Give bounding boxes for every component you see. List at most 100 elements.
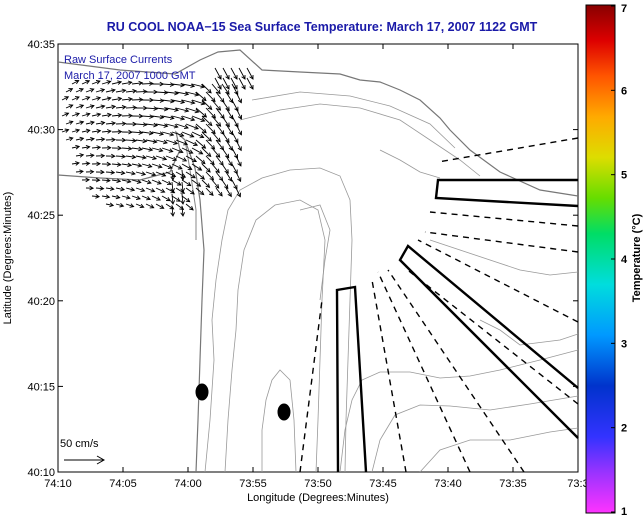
vector-arrow-icon xyxy=(180,181,186,193)
vector-arrow-icon xyxy=(75,120,85,125)
vector-arrow-icon xyxy=(230,77,238,90)
vector-arrow-icon xyxy=(161,163,173,169)
vector-arrow-icon xyxy=(65,104,74,109)
vector-arrow-icon xyxy=(191,83,206,89)
vector-arrow-icon xyxy=(155,139,168,145)
vector-arrow-icon xyxy=(121,146,133,151)
vector-arrow-icon xyxy=(195,171,206,180)
vector-arrow-icon xyxy=(105,121,117,126)
vector-arrow-icon xyxy=(238,67,246,80)
vector-arrow-icon xyxy=(205,171,215,181)
vector-arrow-icon xyxy=(181,179,192,187)
y-tick-label: 40:10 xyxy=(27,467,55,479)
vector-arrow-icon xyxy=(75,136,85,142)
vector-arrow-icon xyxy=(211,115,222,127)
y-tick-label: 40:15 xyxy=(27,381,55,393)
vector-arrow-icon xyxy=(71,144,81,150)
vector-arrow-icon xyxy=(195,155,206,165)
vector-arrow-icon xyxy=(115,186,126,192)
vector-arrow-icon xyxy=(165,107,180,112)
vector-arrow-icon xyxy=(185,139,199,146)
vector-arrow-icon xyxy=(135,138,148,144)
transect-boxes xyxy=(335,178,579,473)
vector-arrow-icon xyxy=(211,179,220,189)
vector-arrow-icon xyxy=(222,77,230,90)
scale-label: 50 cm/s xyxy=(60,438,99,450)
vector-arrow-icon xyxy=(161,82,175,87)
x-tick-label: 74:05 xyxy=(109,478,137,490)
vector-arrow-icon xyxy=(181,83,196,88)
vector-arrow-icon xyxy=(181,115,196,122)
x-tick-label: 74:00 xyxy=(174,478,202,490)
vector-arrow-icon xyxy=(171,179,182,186)
vector-arrow-icon xyxy=(201,131,212,142)
vector-arrow-icon xyxy=(155,90,169,95)
vector-arrow-icon xyxy=(95,169,105,175)
vector-arrow-icon xyxy=(111,194,121,200)
vector-arrow-icon xyxy=(191,115,206,122)
vector-arrow-icon xyxy=(95,186,105,191)
vector-arrow-icon xyxy=(225,155,233,167)
colorbar-tick-label: 1 xyxy=(621,506,627,518)
vector-arrow-icon xyxy=(170,181,176,193)
vector-arrow-icon xyxy=(151,179,162,185)
vector-arrow-icon xyxy=(75,169,84,174)
vector-arrow-icon xyxy=(111,113,123,118)
vector-arrow-icon xyxy=(155,203,165,209)
vector-arrow-icon xyxy=(85,104,95,109)
vector-arrow-icon xyxy=(101,194,111,199)
vector-arrow-icon xyxy=(91,112,102,118)
vector-arrow-icon xyxy=(91,145,102,150)
vector-arrow-icon xyxy=(101,80,112,85)
vector-arrow-icon xyxy=(175,107,190,113)
vector-arrow-icon xyxy=(115,154,127,159)
vector-arrow-icon xyxy=(191,131,205,139)
vector-arrow-icon xyxy=(115,104,127,110)
vector-arrow-icon xyxy=(155,187,166,193)
vector-arrow-icon xyxy=(91,161,101,167)
vector-arrow-icon xyxy=(75,88,84,93)
vector-arrow-icon xyxy=(151,114,165,120)
vector-arrow-icon xyxy=(171,147,184,154)
vector-arrow-icon xyxy=(211,147,221,158)
vector-arrow-icon xyxy=(131,146,143,152)
vector-arrow-icon xyxy=(225,107,234,120)
inset-label-date: March 17, 2007 1000 GMT xyxy=(64,70,196,82)
vector-arrow-icon xyxy=(191,147,204,155)
vector-arrow-icon xyxy=(85,120,95,126)
vector-arrow-icon xyxy=(235,91,242,104)
vector-arrow-icon xyxy=(131,130,144,135)
vector-arrow-icon xyxy=(205,155,215,166)
vector-arrow-icon xyxy=(195,107,208,118)
vector-arrow-icon xyxy=(191,99,206,106)
vector-arrow-icon xyxy=(111,178,122,184)
vector-arrow-icon xyxy=(125,187,136,192)
y-axis-label: Latitude (Degrees:Minutes) xyxy=(2,192,14,325)
vector-arrow-icon xyxy=(145,171,157,177)
vector-arrow-icon xyxy=(221,179,229,190)
vector-arrow-icon xyxy=(195,91,207,102)
vector-arrow-icon xyxy=(75,153,85,158)
vector-arrow-icon xyxy=(175,123,189,130)
vector-arrow-icon xyxy=(214,77,222,90)
vector-arrow-icon xyxy=(95,153,106,159)
vector-arrow-icon xyxy=(185,187,195,195)
vector-arrow-icon xyxy=(61,96,70,101)
vector-arrow-icon xyxy=(211,99,222,111)
vector-arrow-icon xyxy=(201,83,212,94)
vector-arrow-icon xyxy=(211,131,221,143)
vector-arrow-icon xyxy=(175,139,189,146)
scale-arrow-icon xyxy=(64,455,106,465)
vector-arrow-icon xyxy=(115,202,125,208)
vector-arrow-icon xyxy=(201,163,211,173)
vector-arrow-icon xyxy=(171,99,186,105)
vector-arrow-icon xyxy=(145,203,155,209)
vector-arrow-icon xyxy=(151,195,161,201)
vector-arrow-icon xyxy=(235,123,242,136)
vector-arrow-icon xyxy=(181,131,195,138)
vector-arrow-icon xyxy=(170,193,176,205)
vector-arrow-icon xyxy=(246,67,254,80)
plot-area: Raw Surface Currents March 17, 2007 1000… xyxy=(57,43,579,473)
vector-arrow-icon xyxy=(105,104,117,110)
vector-arrow-icon xyxy=(125,88,138,94)
